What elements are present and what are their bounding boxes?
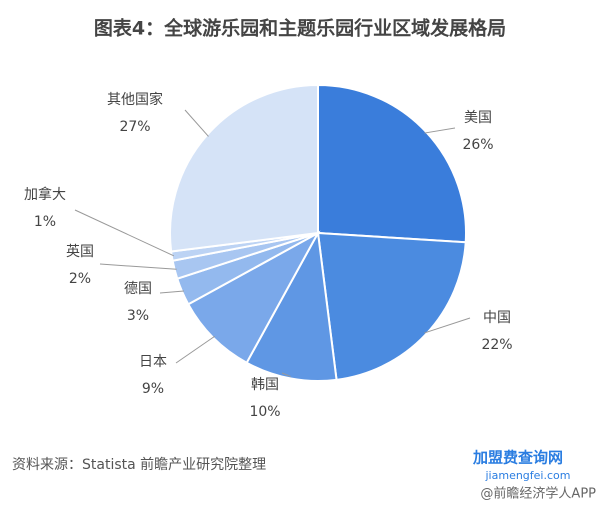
badge-title: 加盟费查询网 xyxy=(472,449,563,467)
leader-line xyxy=(281,372,291,377)
value-label: 3% xyxy=(127,308,149,324)
source-note: 资料来源：Statista 前瞻产业研究院整理 xyxy=(12,456,266,473)
value-label: 9% xyxy=(142,381,164,397)
leader-line xyxy=(424,127,456,134)
leader-line xyxy=(184,109,209,137)
badge-box xyxy=(464,447,596,483)
pie-slice xyxy=(316,231,467,381)
category-label: 日本 xyxy=(139,354,167,370)
value-label: 26% xyxy=(462,137,493,153)
leader-line xyxy=(159,290,185,294)
chart-title: 图表4：全球游乐园和主题乐园行业区域发展格局 xyxy=(94,17,506,40)
watermark: @前瞻经济学人APP xyxy=(480,486,596,502)
badge-url: jiamengfei.com xyxy=(485,469,571,482)
value-label: 10% xyxy=(249,404,280,420)
category-label: 中国 xyxy=(483,310,511,326)
pie-slice xyxy=(169,83,319,253)
category-label: 韩国 xyxy=(251,377,279,393)
category-label: 其他国家 xyxy=(107,91,163,108)
leader-line xyxy=(74,209,175,257)
category-label: 德国 xyxy=(124,281,152,297)
value-label: 1% xyxy=(34,214,56,230)
category-label: 加拿大 xyxy=(24,186,66,203)
leader-line xyxy=(424,317,471,334)
category-label: 英国 xyxy=(66,243,94,260)
value-label: 22% xyxy=(481,337,512,353)
value-label: 2% xyxy=(69,271,91,287)
leader-line xyxy=(175,335,216,364)
pie-slice xyxy=(317,83,467,244)
value-label: 27% xyxy=(119,119,150,135)
category-label: 美国 xyxy=(464,110,492,126)
pie-slice xyxy=(245,229,338,382)
leader-line xyxy=(99,263,177,270)
